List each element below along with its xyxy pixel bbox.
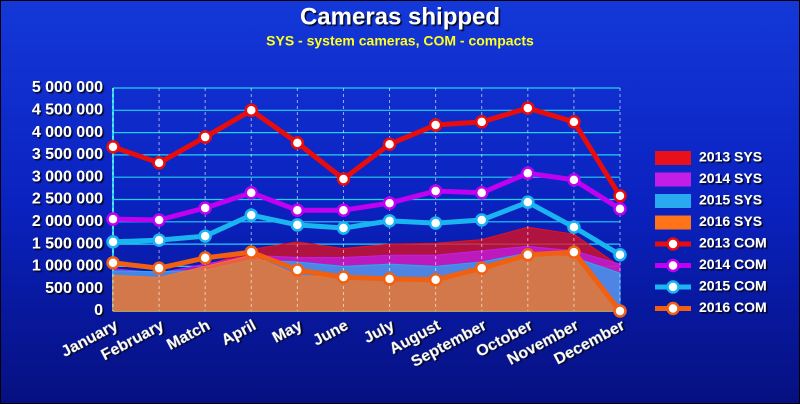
point: [198, 130, 212, 144]
point: [106, 235, 120, 249]
y-tick-label: 2 500 000: [32, 191, 103, 208]
point: [106, 256, 120, 270]
point: [382, 137, 397, 151]
point: [336, 172, 351, 186]
point: [382, 214, 397, 228]
legend-swatch: [655, 151, 691, 165]
legend-swatch: [666, 258, 680, 273]
y-tick-label: 0: [94, 302, 103, 319]
point: [567, 173, 581, 187]
point: [290, 218, 305, 232]
legend-label: 2013 COM: [699, 235, 767, 251]
point: [336, 270, 351, 284]
y-tick-label: 500 000: [45, 280, 103, 297]
legend-swatch: [666, 237, 680, 251]
line: [112, 199, 622, 257]
y-tick-label: 1 000 000: [32, 258, 103, 275]
point: [567, 245, 581, 259]
point: [244, 245, 259, 259]
chart-title: Cameras shipped: [300, 3, 500, 30]
legend-swatch: [666, 280, 680, 294]
y-tick-label: 4 500 000: [32, 102, 103, 119]
point: [613, 189, 627, 203]
point: [474, 213, 489, 227]
legend-label: 2015 SYS: [699, 192, 762, 208]
point: [428, 216, 443, 230]
y-tick-label: 5 000 000: [32, 79, 103, 96]
legend-label: 2014 SYS: [699, 170, 762, 186]
legend-swatch: [666, 301, 680, 316]
legend-label: 2016 SYS: [699, 213, 762, 229]
y-tick-label: 3 000 000: [32, 168, 103, 185]
point: [198, 201, 212, 215]
point: [474, 186, 489, 200]
legend-swatch: [655, 215, 691, 230]
legend-label: 2013 SYS: [699, 149, 762, 165]
point: [336, 203, 351, 217]
legend-label: 2014 COM: [699, 256, 767, 272]
point: [106, 140, 120, 154]
point: [290, 203, 305, 217]
point: [244, 208, 259, 222]
point: [613, 248, 627, 262]
legend-swatch: [655, 172, 691, 187]
legend-label: 2016 COM: [699, 299, 767, 315]
point: [336, 221, 351, 235]
y-tick-label: 4 000 000: [32, 124, 103, 141]
y-tick-label: 2 000 000: [32, 213, 103, 230]
point: [244, 186, 259, 200]
y-tick-label: 1 500 000: [32, 235, 103, 252]
legend-swatch: [655, 194, 691, 208]
point: [152, 213, 166, 227]
point: [474, 115, 489, 129]
point: [106, 212, 120, 226]
line: [112, 249, 622, 313]
point: [613, 304, 627, 318]
point: [428, 184, 443, 198]
point: [382, 196, 397, 210]
line: [112, 105, 623, 198]
legend-label: 2015 COM: [699, 278, 767, 294]
point: [382, 272, 397, 286]
point: [567, 220, 581, 234]
point: [521, 195, 535, 209]
point: [198, 251, 212, 265]
line: [112, 170, 622, 223]
point: [198, 229, 212, 243]
point: [428, 118, 443, 132]
point: [521, 101, 535, 115]
point: [152, 233, 166, 247]
point: [428, 273, 443, 287]
point: [290, 136, 305, 150]
point: [152, 261, 166, 275]
point: [152, 156, 166, 170]
y-tick-label: 3 500 000: [32, 146, 103, 163]
point: [521, 166, 535, 180]
point: [290, 263, 305, 277]
point: [613, 202, 627, 216]
point: [474, 261, 489, 275]
point: [521, 248, 535, 262]
point: [244, 103, 259, 118]
chart-subtitle: SYS - system cameras, COM - compacts: [266, 33, 534, 49]
point: [567, 115, 581, 129]
